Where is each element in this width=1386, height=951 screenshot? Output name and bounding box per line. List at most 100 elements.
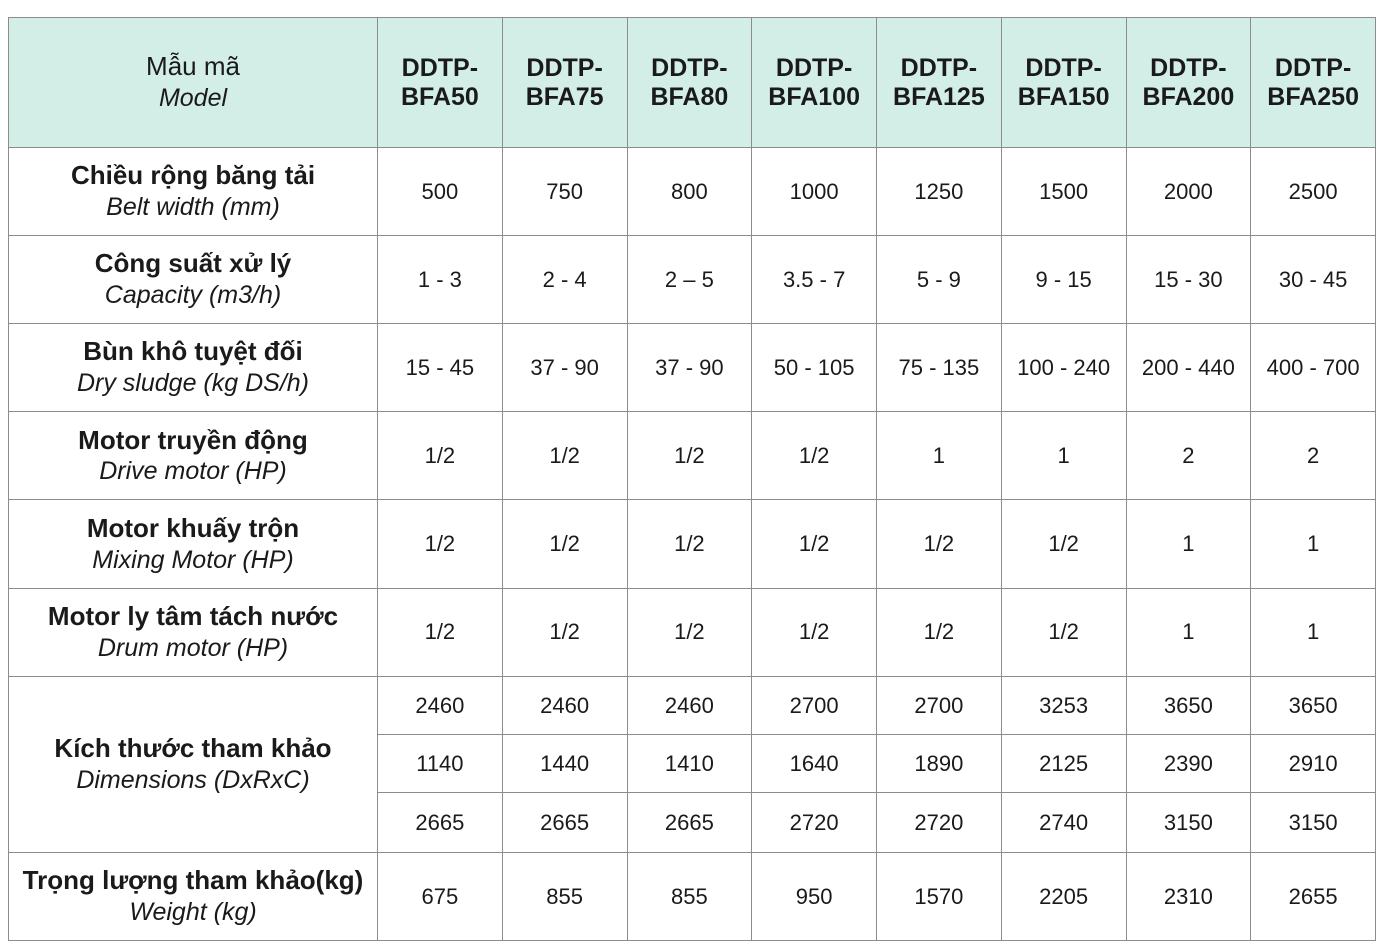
model-col-2: DDTP- BFA80 <box>626 17 753 148</box>
table-cell: 2720 <box>876 791 1002 853</box>
spec-body: Chiều rộng băng tải Belt width (mm) 500 7… <box>8 146 1376 942</box>
table-cell: 1410 <box>626 733 753 793</box>
table-cell: 1640 <box>751 733 877 793</box>
header-row: Mẫu mã Model DDTP- BFA50 DDTP- BFA75 DDTP-… <box>8 17 1376 148</box>
table-cell: 1440 <box>501 733 628 793</box>
table-cell: 2460 <box>377 675 503 735</box>
table-row-mixing-motor: Motor khuấy trộn Mixing Motor (HP) 1/2 1/… <box>8 499 1376 589</box>
table-cell: 2700 <box>751 675 877 735</box>
table-cell: 2 - 4 <box>501 235 628 325</box>
table-cell: 2740 <box>1000 791 1127 853</box>
table-cell: 1/2 <box>1000 587 1127 677</box>
table-cell: 100 - 240 <box>1000 323 1127 413</box>
table-cell: 2000 <box>1125 146 1252 237</box>
table-cell: 1/2 <box>751 411 877 501</box>
table-cell: 1/2 <box>377 587 503 677</box>
table-cell: 1 <box>1250 499 1376 589</box>
table-cell: 9 - 15 <box>1000 235 1127 325</box>
spec-table: Mẫu mã Model DDTP- BFA50 DDTP- BFA75 DDTP-… <box>8 17 1376 942</box>
model-label-vi: Mẫu mã <box>146 51 240 82</box>
table-cell: 1/2 <box>501 587 628 677</box>
model-col-3: DDTP- BFA100 <box>751 17 877 148</box>
table-cell: 3150 <box>1250 791 1376 853</box>
table-cell: 3.5 - 7 <box>751 235 877 325</box>
table-cell: 1570 <box>876 851 1002 942</box>
row-label: Motor khuấy trộn Mixing Motor (HP) <box>8 499 378 589</box>
table-cell: 800 <box>626 146 753 237</box>
table-cell: 1/2 <box>501 499 628 589</box>
table-cell: 200 - 440 <box>1125 323 1252 413</box>
table-cell: 50 - 105 <box>751 323 877 413</box>
table-cell: 950 <box>751 851 877 942</box>
table-cell: 15 - 45 <box>377 323 503 413</box>
table-cell: 1500 <box>1000 146 1127 237</box>
model-label-en: Model <box>158 84 228 113</box>
table-cell: 2 <box>1125 411 1252 501</box>
table-cell: 2 – 5 <box>626 235 753 325</box>
row-label: Motor ly tâm tách nước Drum motor (HP) <box>8 587 378 677</box>
table-cell: 1 <box>876 411 1002 501</box>
table-cell: 1 <box>1000 411 1127 501</box>
table-cell: 1 <box>1125 587 1252 677</box>
table-cell: 5 - 9 <box>876 235 1002 325</box>
table-cell: 1/2 <box>751 587 877 677</box>
table-cell: 2125 <box>1000 733 1127 793</box>
table-cell: 2720 <box>751 791 877 853</box>
table-cell: 2665 <box>377 791 503 853</box>
table-cell: 750 <box>501 146 628 237</box>
row-label: Chiều rộng băng tải Belt width (mm) <box>8 146 378 237</box>
model-col-0: DDTP- BFA50 <box>377 17 503 148</box>
table-cell: 15 - 30 <box>1125 235 1252 325</box>
table-cell: 2665 <box>501 791 628 853</box>
table-cell: 1/2 <box>501 411 628 501</box>
table-cell: 1/2 <box>626 499 753 589</box>
table-row-dimensions-2: 1140 1440 1410 1640 1890 2125 2390 2910 <box>9 733 1376 793</box>
table-cell: 3150 <box>1125 791 1252 853</box>
model-col-4: DDTP- BFA125 <box>876 17 1002 148</box>
table-row-dimensions-1: Kích thước tham khảo Dimensions (DxRxC) 2… <box>8 675 1376 853</box>
table-cell: 2205 <box>1000 851 1127 942</box>
table-cell: 1140 <box>377 733 503 793</box>
table-cell: 855 <box>626 851 753 942</box>
table-cell: 675 <box>377 851 503 942</box>
table-row-drive-motor: Motor truyền động Drive motor (HP) 1/2 1/… <box>8 411 1376 501</box>
model-header-cell: Mẫu mã Model <box>8 17 378 148</box>
table-row-dimensions-3: 2665 2665 2665 2720 2720 2740 3150 3150 <box>9 791 1376 853</box>
table-cell: 1 <box>1125 499 1252 589</box>
table-cell: 1/2 <box>876 587 1002 677</box>
row-label: Bùn khô tuyệt đối Dry sludge (kg DS/h) <box>8 323 378 413</box>
table-cell: 37 - 90 <box>501 323 628 413</box>
model-col-1: DDTP- BFA75 <box>501 17 628 148</box>
table-cell: 75 - 135 <box>876 323 1002 413</box>
table-cell: 30 - 45 <box>1250 235 1376 325</box>
table-cell: 2700 <box>876 675 1002 735</box>
row-label: Motor truyền động Drive motor (HP) <box>8 411 378 501</box>
table-cell: 2310 <box>1125 851 1252 942</box>
row-label-dimensions: Kích thước tham khảo Dimensions (DxRxC) <box>8 675 378 853</box>
table-cell: 1/2 <box>377 499 503 589</box>
table-cell: 1/2 <box>377 411 503 501</box>
table-row-capacity: Công suất xử lý Capacity (m3/h) 1 - 3 2 -… <box>8 235 1376 325</box>
model-col-5: DDTP- BFA150 <box>1000 17 1127 148</box>
table-row-belt-width: Chiều rộng băng tải Belt width (mm) 500 7… <box>8 146 1376 237</box>
table-row-dry-sludge: Bùn khô tuyệt đối Dry sludge (kg DS/h) 15… <box>8 323 1376 413</box>
table-cell: 1250 <box>876 146 1002 237</box>
row-label-weight: Trọng lượng tham khảo(kg) Weight (kg) <box>8 851 378 942</box>
row-label: Công suất xử lý Capacity (m3/h) <box>8 235 378 325</box>
table-cell: 3650 <box>1250 675 1376 735</box>
table-cell: 37 - 90 <box>626 323 753 413</box>
table-cell: 1 - 3 <box>377 235 503 325</box>
table-cell: 1/2 <box>751 499 877 589</box>
table-cell: 2460 <box>626 675 753 735</box>
table-cell: 3253 <box>1000 675 1127 735</box>
model-col-6: DDTP- BFA200 <box>1125 17 1252 148</box>
table-row-weight: Trọng lượng tham khảo(kg) Weight (kg) 675… <box>8 851 1376 942</box>
table-cell: 1000 <box>751 146 877 237</box>
table-cell: 1890 <box>876 733 1002 793</box>
model-col-7: DDTP- BFA250 <box>1250 17 1376 148</box>
table-cell: 2460 <box>501 675 628 735</box>
table-cell: 1/2 <box>1000 499 1127 589</box>
table-cell: 2 <box>1250 411 1376 501</box>
table-cell: 2390 <box>1125 733 1252 793</box>
table-cell: 2910 <box>1250 733 1376 793</box>
